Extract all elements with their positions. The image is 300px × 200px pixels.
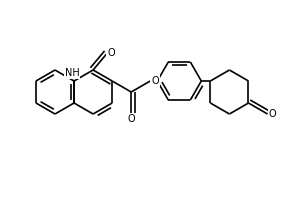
Text: O: O (107, 48, 115, 58)
Text: O: O (269, 109, 276, 119)
Text: O: O (152, 76, 159, 86)
Text: NH: NH (65, 68, 80, 78)
Text: O: O (128, 114, 135, 124)
